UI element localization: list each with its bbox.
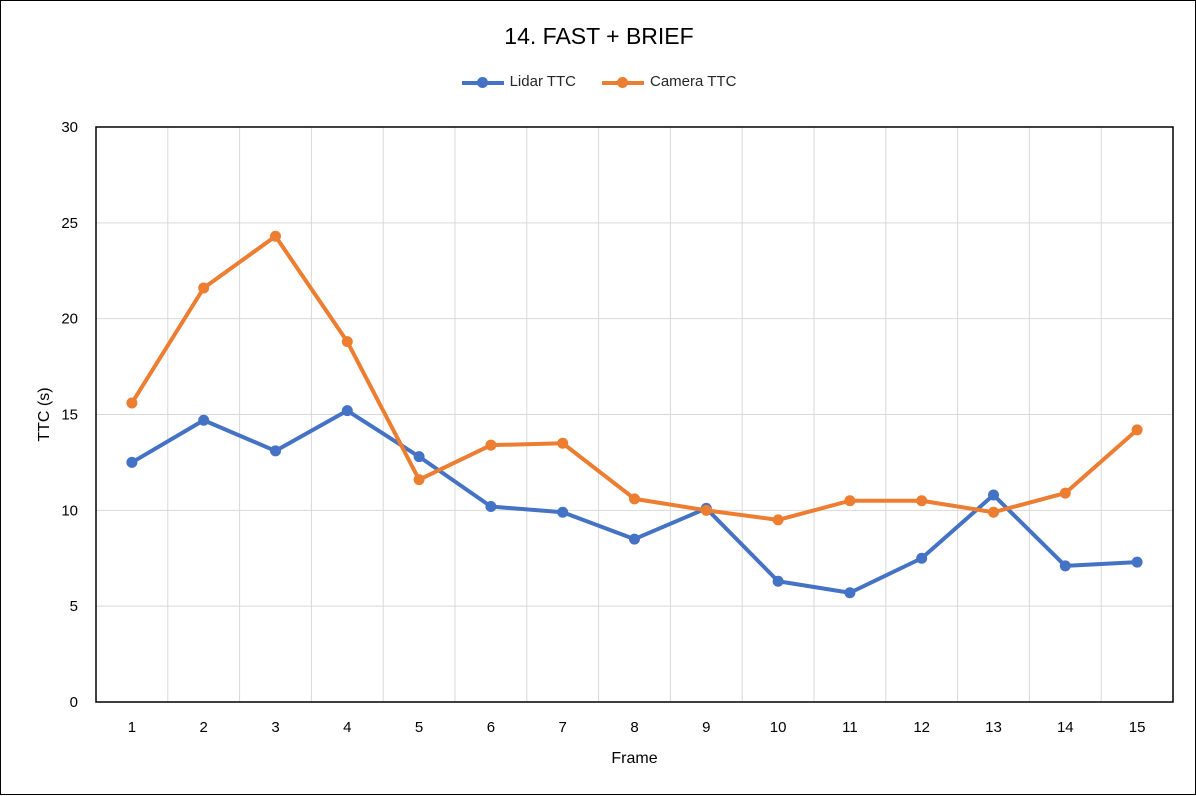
data-point-lidar-ttc: [413, 451, 425, 463]
data-point-camera-ttc: [198, 282, 210, 294]
x-tick-label: 8: [630, 719, 638, 736]
legend-item-camera: Camera TTC: [602, 73, 736, 90]
data-point-lidar-ttc: [772, 575, 784, 587]
data-point-camera-ttc: [916, 495, 928, 507]
x-tick-label: 14: [1057, 719, 1074, 736]
data-point-lidar-ttc: [1059, 560, 1071, 572]
data-point-lidar-ttc: [126, 456, 138, 468]
data-point-camera-ttc: [557, 437, 569, 449]
legend-swatch-camera: [602, 74, 644, 90]
data-point-camera-ttc: [1131, 424, 1143, 436]
x-tick-label: 12: [913, 719, 930, 736]
data-point-camera-ttc: [844, 495, 856, 507]
data-point-camera-ttc: [485, 439, 497, 451]
data-point-camera-ttc: [772, 514, 784, 526]
x-tick-label: 10: [770, 719, 787, 736]
x-axis-label: Frame: [611, 750, 657, 767]
x-tick-label: 9: [702, 719, 710, 736]
legend-item-lidar: Lidar TTC: [461, 73, 576, 90]
data-point-lidar-ttc: [916, 552, 928, 564]
x-tick-label: 11: [842, 719, 858, 736]
y-tick-label: 0: [70, 694, 78, 711]
data-point-camera-ttc: [270, 230, 281, 242]
x-tick-label: 3: [271, 719, 279, 736]
y-axis-label: TTC (s): [36, 387, 53, 441]
data-point-camera-ttc: [341, 336, 353, 348]
legend-label-camera: Camera TTC: [650, 73, 737, 90]
data-point-lidar-ttc: [341, 405, 353, 417]
data-point-camera-ttc: [413, 474, 425, 486]
y-tick-label: 5: [70, 598, 78, 615]
x-tick-label: 15: [1129, 719, 1146, 736]
data-point-camera-ttc: [126, 397, 138, 409]
data-point-lidar-ttc: [485, 501, 497, 512]
y-tick-label: 10: [61, 502, 78, 519]
data-point-camera-ttc: [988, 506, 999, 518]
chart-legend: Lidar TTC Camera TTC: [1, 73, 1196, 90]
x-tick-label: 4: [343, 719, 351, 736]
legend-label-lidar: Lidar TTC: [509, 73, 576, 90]
data-point-lidar-ttc: [198, 414, 210, 426]
x-tick-label: 6: [487, 719, 495, 736]
x-tick-label: 5: [415, 719, 423, 736]
y-tick-label: 25: [61, 215, 78, 232]
x-tick-label: 7: [559, 719, 567, 736]
x-tick-label: 13: [985, 719, 1002, 736]
y-tick-label: 15: [61, 407, 78, 424]
data-point-lidar-ttc: [629, 533, 640, 545]
data-point-camera-ttc: [700, 504, 712, 516]
data-point-lidar-ttc: [988, 489, 999, 501]
data-point-camera-ttc: [629, 493, 640, 505]
y-tick-label: 30: [61, 119, 78, 136]
data-point-lidar-ttc: [270, 445, 281, 457]
chart-title: 14. FAST + BRIEF: [504, 23, 694, 49]
data-point-camera-ttc: [1059, 487, 1071, 499]
legend-swatch-lidar: [461, 74, 504, 90]
x-tick-label: 2: [200, 719, 208, 736]
y-tick-label: 20: [61, 311, 78, 328]
data-point-lidar-ttc: [557, 506, 569, 518]
data-point-lidar-ttc: [1131, 556, 1143, 568]
series-line-camera-ttc: [129, 234, 1140, 522]
data-point-lidar-ttc: [844, 587, 856, 599]
x-tick-label: 1: [128, 719, 136, 736]
plot-area-border: [95, 126, 1174, 703]
